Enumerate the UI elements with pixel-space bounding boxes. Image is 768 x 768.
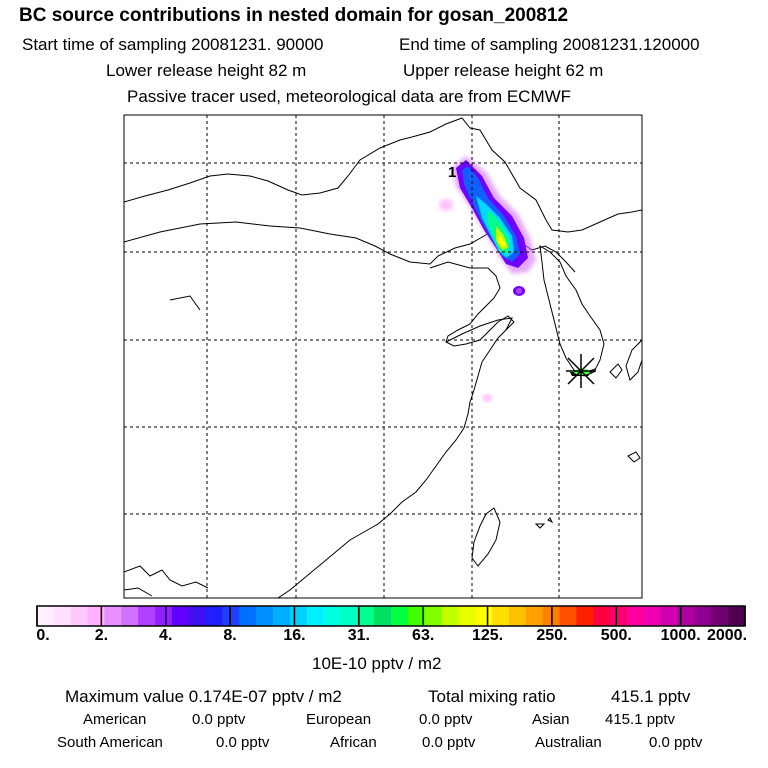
colorbar-swatch (188, 606, 207, 626)
region-australian-name: Australian (535, 734, 602, 751)
colorbar-tick-label: 1000. (660, 627, 701, 644)
plume-label: 1 (448, 164, 456, 181)
colorbar-swatch (323, 606, 341, 626)
region-african-name: African (330, 734, 377, 751)
colorbar-swatch (87, 606, 105, 626)
colorbar-swatch (391, 606, 409, 626)
colorbar-tick-label: 16. (283, 627, 306, 644)
colorbar-swatch (289, 606, 308, 626)
colorbar-swatch (273, 606, 291, 626)
colorbar-swatch (509, 606, 527, 626)
colorbar-swatch (407, 606, 426, 626)
concentration-plume (439, 156, 536, 402)
lower-release-height: Lower release height 82 m (106, 61, 307, 80)
colorbar-swatch (711, 606, 729, 626)
receptor-marker (566, 354, 596, 388)
colorbar-swatch (728, 606, 746, 626)
colorbar-tick-label: 8. (223, 627, 237, 644)
colorbar-swatch (643, 606, 662, 626)
colorbar-swatch (70, 606, 89, 626)
region-south-american-name: South American (57, 734, 163, 751)
passive-tracer-note: Passive tracer used, meteorological data… (127, 87, 572, 106)
colorbar (36, 606, 746, 626)
colorbar-frame (36, 605, 746, 627)
colorbar-swatch (627, 606, 645, 626)
region-american-name: American (83, 711, 147, 728)
colorbar-swatch (660, 606, 679, 626)
colorbar-swatch (37, 606, 55, 626)
region-south-american-value: 0.0 pptv (216, 734, 270, 751)
colorbar-swatch (492, 606, 510, 626)
colorbar-swatch (205, 606, 223, 626)
colorbar-swatch (610, 606, 628, 626)
colorbar-tick-label: 0. (36, 627, 50, 644)
map-frame (123, 114, 643, 599)
colorbar-swatch (576, 606, 594, 626)
colorbar-swatch (525, 606, 544, 626)
colorbar-swatch (104, 606, 122, 626)
colorbar-swatch (53, 606, 72, 626)
colorbar-swatch (138, 606, 156, 626)
colorbar-tick-label: 250. (536, 627, 568, 644)
colorbar-swatch (171, 606, 190, 626)
start-time-label: Start time of sampling 20081231. 90000 (22, 35, 324, 54)
colorbar-tick-label: 2. (94, 627, 109, 644)
colorbar-swatch (306, 606, 325, 626)
colorbar-swatch (458, 606, 476, 626)
colorbar-tick-label: 500. (600, 627, 632, 644)
region-asian-value: 415.1 pptv (605, 711, 676, 728)
region-australian-value: 0.0 pptv (649, 734, 703, 751)
colorbar-swatch (239, 606, 257, 626)
colorbar-unit: 10E-10 pptv / m2 (312, 654, 442, 673)
colorbar-swatch (121, 606, 139, 626)
colorbar-tick-label: 2000. (706, 627, 748, 644)
region-asian-name: Asian (532, 711, 570, 728)
colorbar-swatch (424, 606, 443, 626)
colorbar-tick-label: 63. (412, 627, 435, 644)
region-american-value: 0.0 pptv (192, 711, 246, 728)
colorbar-swatch (374, 606, 392, 626)
colorbar-swatch (340, 606, 358, 626)
colorbar-swatch (677, 606, 695, 626)
map-title: BC source contributions in nested domain… (19, 5, 569, 26)
colorbar-swatch (475, 606, 493, 626)
colorbar-swatch (155, 606, 173, 626)
lat-lon-grid (124, 115, 642, 598)
total-mixing-ratio-value: 415.1 pptv (611, 687, 691, 706)
upper-release-height: Upper release height 62 m (403, 61, 604, 80)
colorbar-swatch (694, 606, 712, 626)
end-time-label: End time of sampling 20081231.120000 (399, 35, 700, 54)
colorbar-swatch (441, 606, 459, 626)
coastlines (124, 117, 642, 598)
maximum-value: Maximum value 0.174E-07 pptv / m2 (65, 687, 342, 706)
total-mixing-ratio-label: Total mixing ratio (428, 687, 556, 706)
colorbar-swatch (357, 606, 375, 626)
colorbar-swatch (222, 606, 240, 626)
colorbar-tick-label: 125. (471, 627, 504, 644)
colorbar-tick-label: 4. (159, 627, 173, 644)
region-african-value: 0.0 pptv (422, 734, 476, 751)
colorbar-swatch (559, 606, 577, 626)
colorbar-swatch (256, 606, 274, 626)
colorbar-tick-label: 31. (347, 627, 370, 644)
region-european-value: 0.0 pptv (419, 711, 473, 728)
region-european-name: European (306, 711, 372, 728)
colorbar-swatch (593, 606, 611, 626)
